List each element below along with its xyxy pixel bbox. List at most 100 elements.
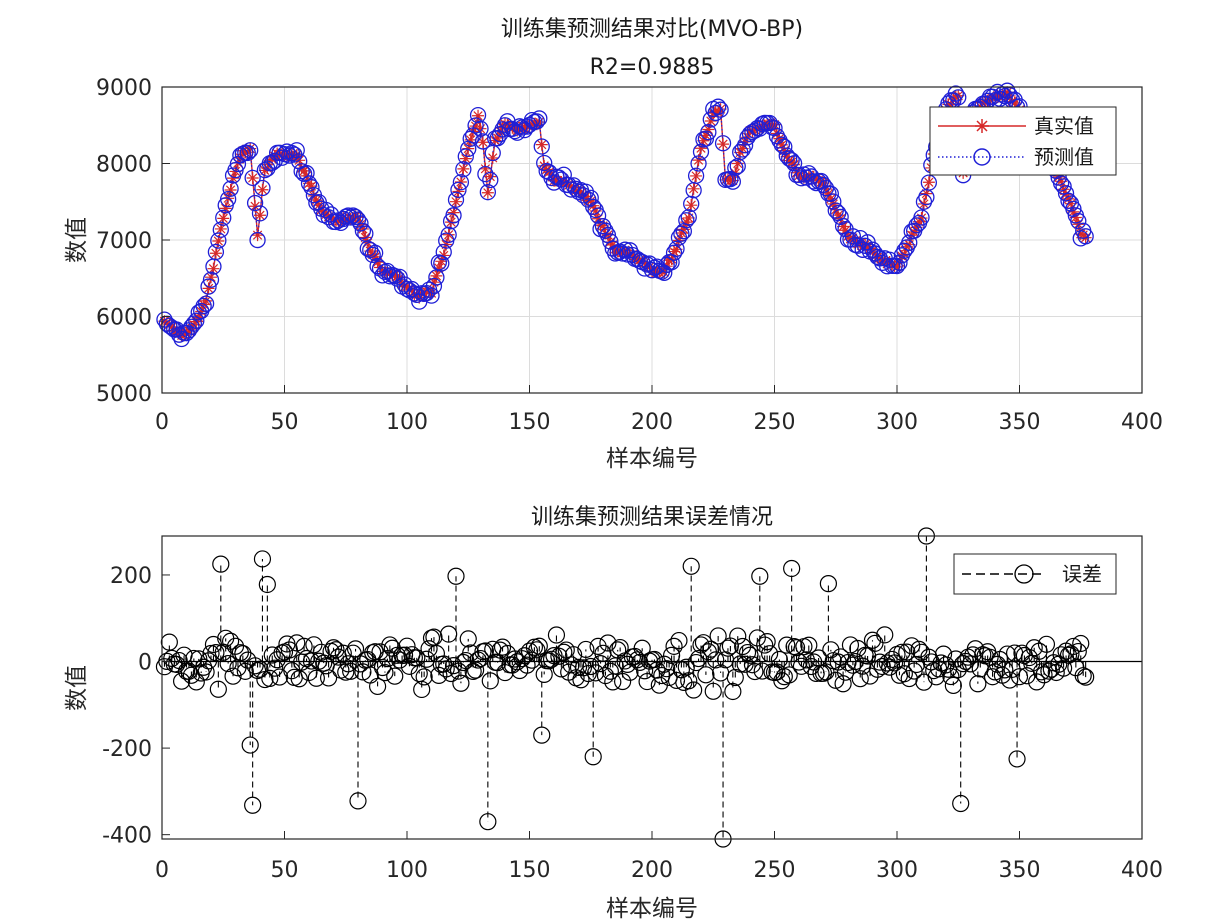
error-point <box>540 652 558 670</box>
error-point <box>726 668 744 687</box>
error-point <box>758 633 776 651</box>
true-value-point <box>829 203 842 216</box>
predicted-value-point <box>785 155 803 172</box>
true-value-point <box>690 169 703 182</box>
true-value-point <box>697 134 710 147</box>
predicted-value-point <box>340 207 357 224</box>
error-point <box>697 666 715 684</box>
predicted-value-point <box>337 208 354 225</box>
true-value-point <box>866 244 879 257</box>
error-point <box>444 657 463 675</box>
predicted-value-point <box>536 154 553 172</box>
error-point <box>518 656 536 674</box>
error-point <box>974 646 992 664</box>
predicted-value-point <box>188 312 205 329</box>
true-value-point <box>388 268 401 281</box>
predicted-value-point <box>697 130 715 147</box>
error-point <box>787 639 806 657</box>
predicted-value-point <box>646 259 663 276</box>
predicted-value-point <box>680 209 697 226</box>
error-point <box>1025 639 1043 657</box>
error-point <box>937 656 955 674</box>
error-point <box>724 682 742 701</box>
error-point <box>658 660 676 678</box>
predicted-value-point <box>506 123 523 140</box>
error-point <box>934 645 953 663</box>
error-point <box>190 650 208 668</box>
error-point <box>969 675 987 693</box>
true-value-point <box>699 129 712 142</box>
predicted-value-point <box>832 208 849 226</box>
true-value-point <box>249 200 262 213</box>
error-point <box>574 659 593 677</box>
true-value-point <box>778 144 791 157</box>
error-point <box>491 641 509 659</box>
true-value-point <box>212 235 225 248</box>
predicted-value-point <box>207 243 225 261</box>
error-point <box>1010 668 1029 686</box>
true-value-point <box>427 276 440 289</box>
true-value-point <box>479 162 492 175</box>
true-value-point <box>207 262 220 275</box>
predicted-value-point <box>712 101 729 118</box>
error-point <box>369 677 387 696</box>
true-value-point <box>195 305 208 318</box>
predicted-value-point <box>455 161 472 178</box>
true-value-point <box>491 131 504 144</box>
true-value-point <box>761 117 774 130</box>
predicted-value-point <box>577 183 594 200</box>
true-value-point <box>597 219 609 232</box>
error-point <box>312 643 330 661</box>
error-point <box>222 632 240 650</box>
bottom-chart: 0 50 100 150 200 250 300 350 400 -400 -200 0 200 训练集… <box>64 505 1163 922</box>
error-point <box>415 668 433 686</box>
error-point <box>479 813 497 831</box>
error-point <box>253 550 272 568</box>
predicted-value-point <box>251 205 269 222</box>
true-value-point <box>1057 183 1070 196</box>
y-tick-label: -200 <box>102 737 152 762</box>
true-value-point <box>780 150 793 163</box>
true-value-point <box>160 316 173 329</box>
error-point <box>685 681 703 699</box>
error-point <box>187 673 205 691</box>
error-point <box>564 646 583 664</box>
error-point <box>971 660 989 678</box>
error-point <box>307 669 325 687</box>
predicted-value-point <box>433 255 450 272</box>
error-point <box>756 636 774 654</box>
predicted-value-point <box>200 278 217 295</box>
error-point <box>339 655 357 673</box>
error-point <box>665 637 683 655</box>
predicted-value-point <box>1053 175 1070 192</box>
true-value-point <box>562 179 575 192</box>
predicted-value-point <box>403 280 421 298</box>
error-point <box>234 644 252 663</box>
predicted-value-point <box>457 148 474 165</box>
predicted-value-point <box>913 209 930 226</box>
y-tick-label: -400 <box>102 824 152 849</box>
predicted-value-point <box>300 175 318 192</box>
predicted-value-point <box>822 185 839 202</box>
error-point <box>555 643 573 661</box>
error-point <box>868 660 887 678</box>
predicted-value-point <box>183 318 200 335</box>
error-point <box>753 662 771 680</box>
error-point <box>440 625 458 643</box>
true-value-point <box>227 172 240 185</box>
predicted-value-point <box>1055 178 1072 195</box>
true-value-point <box>312 199 325 212</box>
predicted-value-point <box>212 221 229 238</box>
predicted-value-point <box>710 98 727 115</box>
true-value-point <box>371 256 384 269</box>
predicted-value-point <box>773 136 790 153</box>
error-point <box>1037 635 1056 653</box>
predicted-value-point <box>776 138 793 155</box>
true-value-point <box>464 133 477 146</box>
x-tick-label: 250 <box>754 410 796 435</box>
top-chart-ylabel: 数值 <box>64 217 90 263</box>
error-point <box>876 626 894 644</box>
bottom-chart-legend: 误差 <box>953 553 1117 595</box>
true-value-point <box>474 122 487 135</box>
error-point <box>1001 671 1019 689</box>
